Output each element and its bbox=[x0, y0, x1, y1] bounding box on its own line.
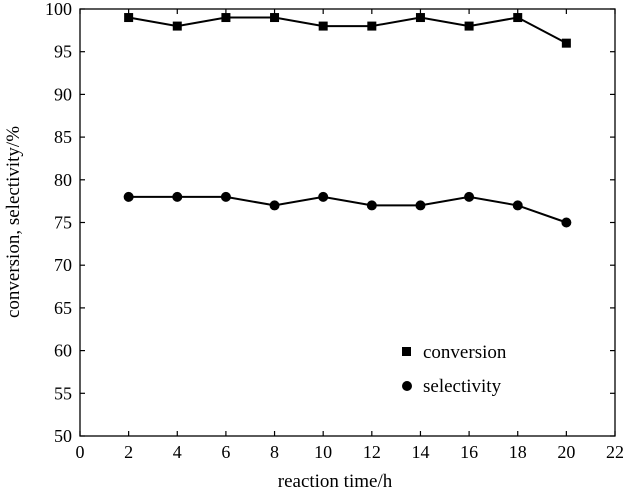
x-tick-label: 16 bbox=[460, 442, 478, 462]
legend: conversion selectivity bbox=[402, 342, 507, 397]
series-line-conversion bbox=[128, 16, 567, 45]
y-tick-label: 65 bbox=[54, 298, 72, 318]
series-selectivity bbox=[123, 191, 572, 228]
data-point-conversion bbox=[172, 21, 182, 31]
legend-label-conversion: conversion bbox=[423, 342, 507, 363]
data-point-conversion bbox=[221, 13, 231, 23]
x-tick-label: 2 bbox=[124, 442, 133, 462]
data-point-selectivity bbox=[464, 191, 475, 202]
tick-labels: 0 2 4 6 8 10 12 14 16 18 20 22 50 55 60 65 70 75 80 85 90 95 1… bbox=[45, 0, 624, 462]
data-point-selectivity bbox=[415, 200, 426, 211]
y-tick-label: 95 bbox=[54, 42, 72, 62]
legend-marker-selectivity bbox=[402, 381, 412, 391]
x-tick-label: 22 bbox=[606, 442, 624, 462]
y-tick-label: 80 bbox=[54, 170, 72, 190]
data-point-conversion bbox=[367, 21, 377, 31]
data-point-conversion bbox=[415, 13, 425, 23]
data-point-conversion bbox=[270, 13, 280, 23]
data-point-conversion bbox=[318, 21, 328, 31]
y-tick-label: 75 bbox=[54, 213, 72, 233]
y-tick-label: 55 bbox=[54, 383, 72, 403]
plot-frame bbox=[79, 8, 616, 437]
series-layer bbox=[123, 13, 572, 228]
data-point-selectivity bbox=[561, 217, 572, 228]
x-tick-label: 6 bbox=[221, 442, 230, 462]
legend-marker-conversion bbox=[402, 347, 411, 356]
legend-label-selectivity: selectivity bbox=[423, 376, 502, 397]
data-point-conversion bbox=[464, 21, 474, 31]
x-tick-label: 14 bbox=[411, 442, 429, 462]
x-tick-label: 8 bbox=[270, 442, 279, 462]
y-tick-label: 50 bbox=[54, 426, 72, 446]
data-point-selectivity bbox=[123, 191, 134, 202]
series-line-selectivity bbox=[128, 195, 567, 224]
data-point-conversion bbox=[124, 13, 134, 23]
x-tick-label: 12 bbox=[363, 442, 381, 462]
y-tick-label: 100 bbox=[45, 0, 72, 19]
data-point-conversion bbox=[561, 38, 571, 48]
y-tick-label: 70 bbox=[54, 255, 72, 275]
data-point-selectivity bbox=[512, 200, 523, 211]
axis-ticks bbox=[79, 8, 616, 437]
x-tick-label: 4 bbox=[173, 442, 182, 462]
y-tick-label: 90 bbox=[54, 84, 72, 104]
series-conversion bbox=[124, 13, 571, 48]
x-tick-label: 18 bbox=[509, 442, 527, 462]
data-point-selectivity bbox=[366, 200, 377, 211]
x-tick-label: 10 bbox=[314, 442, 332, 462]
data-point-selectivity bbox=[318, 191, 329, 202]
data-point-selectivity bbox=[172, 191, 183, 202]
data-point-conversion bbox=[513, 13, 523, 23]
y-tick-label: 60 bbox=[54, 341, 72, 361]
x-axis-title: reaction time/h bbox=[278, 471, 393, 492]
x-tick-label: 0 bbox=[76, 442, 85, 462]
y-tick-label: 85 bbox=[54, 127, 72, 147]
y-axis-title: conversion, selectivity/% bbox=[3, 126, 24, 318]
x-tick-label: 20 bbox=[557, 442, 575, 462]
data-point-selectivity bbox=[269, 200, 280, 211]
data-point-selectivity bbox=[220, 191, 231, 202]
